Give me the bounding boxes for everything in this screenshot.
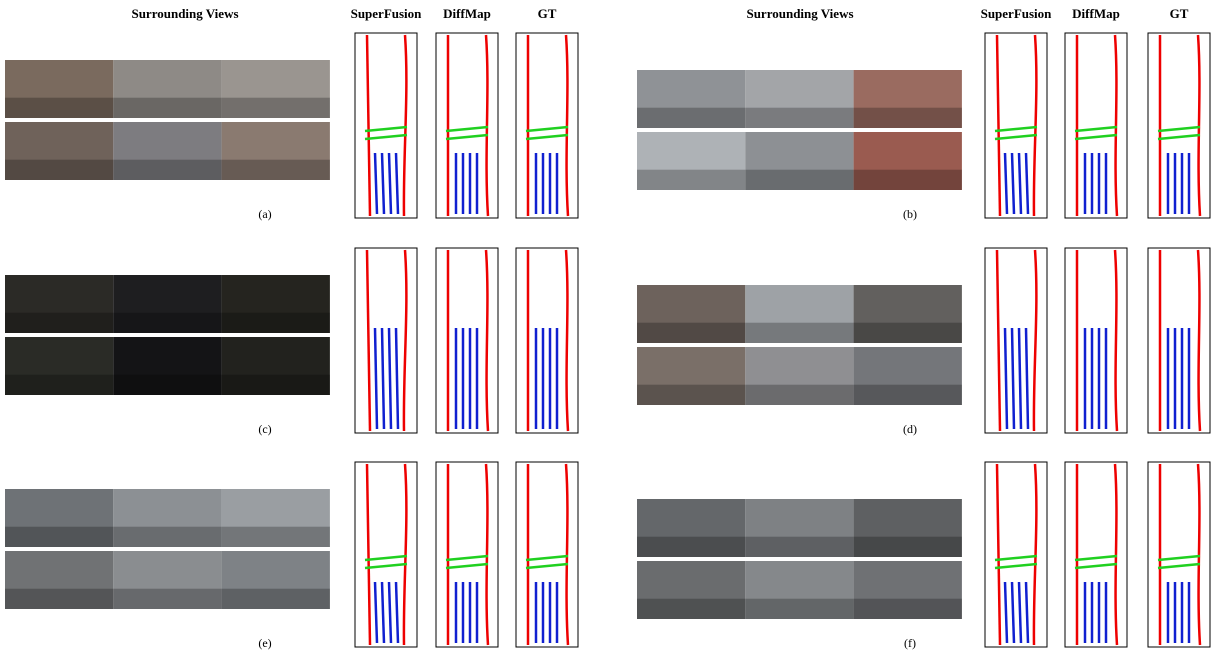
column-header: Surrounding Views bbox=[131, 6, 238, 21]
map-frame bbox=[1065, 462, 1127, 647]
road bbox=[113, 589, 221, 609]
road bbox=[113, 98, 221, 118]
map-frame bbox=[985, 462, 1047, 647]
column-header: GT bbox=[538, 6, 557, 21]
road bbox=[745, 323, 853, 343]
road bbox=[222, 313, 330, 333]
road-boundary bbox=[1198, 464, 1200, 645]
map-frame bbox=[355, 33, 417, 218]
column-header: Surrounding Views bbox=[746, 6, 853, 21]
road bbox=[745, 537, 853, 557]
road bbox=[113, 527, 221, 547]
road bbox=[854, 385, 962, 405]
road bbox=[222, 527, 330, 547]
road bbox=[637, 385, 745, 405]
map-frame bbox=[1065, 248, 1127, 433]
map-frame bbox=[436, 462, 498, 647]
road bbox=[854, 537, 962, 557]
map-frame bbox=[516, 248, 578, 433]
road bbox=[745, 170, 853, 190]
column-header: GT bbox=[1170, 6, 1189, 21]
road bbox=[854, 599, 962, 619]
road-boundary bbox=[1115, 35, 1117, 216]
map-frame bbox=[516, 462, 578, 647]
road bbox=[113, 375, 221, 395]
road bbox=[113, 160, 221, 180]
road bbox=[5, 527, 113, 547]
road-boundary bbox=[1198, 250, 1200, 431]
road bbox=[854, 108, 962, 128]
panel-label: (c) bbox=[258, 422, 271, 436]
map-frame bbox=[355, 462, 417, 647]
panel-label: (e) bbox=[258, 636, 271, 650]
road-boundary bbox=[486, 250, 488, 431]
road bbox=[5, 375, 113, 395]
road bbox=[637, 599, 745, 619]
panel-label: (d) bbox=[903, 422, 917, 436]
map-frame bbox=[1065, 33, 1127, 218]
road bbox=[854, 323, 962, 343]
column-header: SuperFusion bbox=[351, 6, 423, 21]
road bbox=[637, 323, 745, 343]
map-frame bbox=[1148, 33, 1210, 218]
map-frame bbox=[1148, 248, 1210, 433]
road-boundary bbox=[486, 35, 488, 216]
road bbox=[222, 375, 330, 395]
road bbox=[745, 385, 853, 405]
road bbox=[5, 98, 113, 118]
road bbox=[637, 170, 745, 190]
column-header: SuperFusion bbox=[981, 6, 1053, 21]
map-frame bbox=[436, 33, 498, 218]
road bbox=[637, 108, 745, 128]
column-header: DiffMap bbox=[443, 6, 491, 21]
road-boundary bbox=[486, 464, 488, 645]
panel-label: (b) bbox=[903, 207, 917, 221]
road bbox=[854, 170, 962, 190]
column-header: DiffMap bbox=[1072, 6, 1120, 21]
road-boundary bbox=[1115, 250, 1117, 431]
panel-label: (a) bbox=[258, 207, 271, 221]
road bbox=[637, 537, 745, 557]
road-boundary bbox=[1115, 464, 1117, 645]
figure: Surrounding Views SuperFusion DiffMap GT… bbox=[0, 0, 1214, 657]
panel-label: (f) bbox=[904, 636, 916, 650]
road bbox=[113, 313, 221, 333]
road bbox=[5, 313, 113, 333]
map-frame bbox=[516, 33, 578, 218]
road-boundary bbox=[1198, 35, 1200, 216]
map-frame bbox=[436, 248, 498, 433]
road-boundary bbox=[566, 464, 568, 645]
road bbox=[745, 108, 853, 128]
map-frame bbox=[355, 248, 417, 433]
road bbox=[5, 589, 113, 609]
road bbox=[222, 160, 330, 180]
map-frame bbox=[1148, 462, 1210, 647]
map-frame bbox=[985, 33, 1047, 218]
map-frame bbox=[985, 248, 1047, 433]
road bbox=[222, 98, 330, 118]
road-boundary bbox=[566, 250, 568, 431]
road bbox=[5, 160, 113, 180]
road bbox=[745, 599, 853, 619]
road-boundary bbox=[566, 35, 568, 216]
road bbox=[222, 589, 330, 609]
